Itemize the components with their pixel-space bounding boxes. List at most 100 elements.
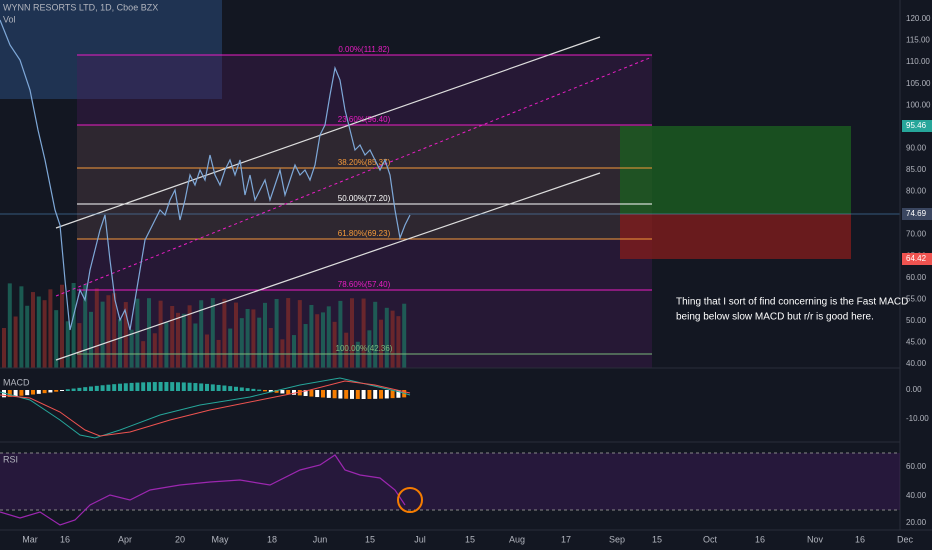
volume-bar <box>263 302 267 368</box>
fib-label: 50.00%(77.20) <box>338 194 391 203</box>
price-tick-label: 40.00 <box>906 359 927 368</box>
time-tick-label: Apr <box>118 534 132 544</box>
macd-tick-label: -10.00 <box>906 414 929 423</box>
volume-bar <box>373 301 378 368</box>
volume-bar <box>239 318 244 368</box>
volume-bar <box>274 298 279 368</box>
volume-bar <box>309 304 314 368</box>
volume-bar <box>187 305 192 368</box>
macd-bar <box>210 384 215 391</box>
volume-bar <box>176 312 180 368</box>
volume-bar <box>338 300 343 368</box>
price-tag <box>902 253 932 265</box>
time-tick-label: 15 <box>365 534 375 544</box>
time-tick-label: 18 <box>267 534 277 544</box>
volume-bar <box>48 289 53 368</box>
price-tick-label: 50.00 <box>906 316 927 325</box>
macd-bar <box>94 385 99 391</box>
macd-bar <box>361 390 366 399</box>
volume-bar <box>205 334 209 368</box>
macd-bar <box>147 382 151 391</box>
volume-bar <box>234 302 238 368</box>
volume-bar <box>19 286 24 368</box>
price-tag-label: 64.42 <box>906 254 927 263</box>
time-tick-label: Nov <box>807 534 824 544</box>
volume-bar <box>355 341 360 368</box>
time-tick-label: 16 <box>755 534 765 544</box>
price-tick-label: 55.00 <box>906 294 927 303</box>
macd-bar <box>187 382 192 391</box>
price-tick-label: 115.00 <box>906 36 930 45</box>
volume-bar <box>384 307 389 368</box>
rsi-tick-label: 60.00 <box>906 462 927 471</box>
price-tag-label: 74.69 <box>906 209 927 218</box>
macd-bar <box>263 390 267 392</box>
macd-bar <box>239 387 244 391</box>
time-tick-label: Jun <box>313 534 328 544</box>
volume-bar <box>118 319 122 368</box>
macd-bar <box>112 384 117 391</box>
macd-bar <box>228 386 233 391</box>
volume-bar <box>321 312 325 368</box>
volume-bar <box>251 309 256 368</box>
price-tag-label: 95.46 <box>906 121 927 130</box>
rsi-band <box>0 453 900 510</box>
macd-bar <box>31 390 35 395</box>
fib-label: 78.60%(57.40) <box>338 280 391 289</box>
time-tick-label: 16 <box>855 534 865 544</box>
price-tick-label: 60.00 <box>906 273 927 282</box>
macd-bar <box>286 390 291 395</box>
macd-bar <box>106 384 111 391</box>
volume-bar <box>332 321 337 368</box>
rsi-tick-label: 20.00 <box>906 518 927 527</box>
volume-bar <box>77 323 82 368</box>
macd-bar <box>373 390 378 399</box>
macd-bar <box>199 383 204 391</box>
volume-bar <box>390 310 395 368</box>
macd-label: MACD <box>3 377 30 387</box>
macd-bar <box>65 389 70 391</box>
time-tick-label: 15 <box>465 534 475 544</box>
macd-bar <box>268 390 273 393</box>
fib-label: 0.00%(111.82) <box>338 45 390 54</box>
macd-bar <box>234 386 238 391</box>
macd-bar <box>245 388 250 391</box>
price-tick-label: 105.00 <box>906 79 931 88</box>
volume-bar <box>158 300 163 368</box>
macd-bar <box>181 382 186 391</box>
time-tick-label: Aug <box>509 534 525 544</box>
macd-bar <box>257 389 262 391</box>
macd-bar <box>193 383 198 391</box>
time-tick-label: 16 <box>60 534 70 544</box>
macd-bar <box>344 390 349 399</box>
volume-bar <box>25 305 30 368</box>
time-tick-label: May <box>211 534 229 544</box>
price-tag <box>902 120 932 132</box>
macd-bar <box>326 390 331 398</box>
price-line <box>0 19 411 331</box>
macd-bar <box>350 390 354 399</box>
macd-bar <box>7 390 12 397</box>
volume-bar <box>94 288 99 368</box>
macd-bar <box>251 388 256 391</box>
macd-bar <box>13 390 18 397</box>
volume-bar <box>89 311 93 368</box>
time-tick-label: Sep <box>609 534 625 544</box>
macd-bar <box>384 390 389 399</box>
volume-bar <box>199 300 204 368</box>
volume-bar <box>402 303 407 368</box>
price-tick-label: 70.00 <box>906 230 927 239</box>
time-tick-label: Dec <box>897 534 914 544</box>
macd-bar <box>135 382 140 391</box>
symbol-title: WYNN RESORTS LTD, 1D, Cboe BZX <box>3 2 158 12</box>
macd-bar <box>25 390 30 396</box>
volume-label: Vol <box>3 14 16 24</box>
volume-bar <box>65 321 70 368</box>
macd-bar <box>205 383 209 391</box>
macd-bar <box>379 390 383 399</box>
macd-bar <box>222 385 227 391</box>
macd-bar <box>338 390 343 399</box>
macd-bar <box>123 383 128 391</box>
volume-bar <box>13 316 18 368</box>
